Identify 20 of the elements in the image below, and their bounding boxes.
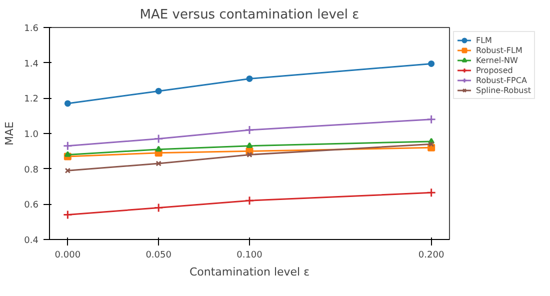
legend-label: FLM — [476, 35, 493, 45]
x-axis-title: Contamination level ε — [189, 266, 310, 278]
y-tick-label: 0.8 — [24, 165, 39, 176]
y-tick-label: 0.6 — [24, 200, 39, 211]
legend-label: Robust-FLM — [476, 45, 522, 55]
legend-label: Proposed — [476, 65, 513, 75]
y-axis-title: MAE — [3, 121, 16, 146]
legend-label: Spline-Robust — [476, 85, 532, 95]
y-tick-label: 1.4 — [24, 59, 39, 70]
x-tick-label: 0.050 — [146, 250, 172, 260]
x-tick-label: 0.200 — [418, 250, 444, 260]
y-tick-label: 1.6 — [24, 24, 39, 34]
y-tick-label: 1.2 — [24, 94, 39, 105]
y-tick-label: 0.4 — [24, 236, 39, 246]
x-tick-label: 0.000 — [54, 250, 81, 260]
chart-title: MAE versus contamination level ε — [140, 8, 360, 22]
x-tick-label: 0.100 — [236, 250, 263, 260]
legend-label: Robust-FPCA — [476, 75, 527, 85]
legend-label: Kernel-NW — [476, 55, 518, 65]
y-tick-label: 1.0 — [24, 130, 39, 140]
